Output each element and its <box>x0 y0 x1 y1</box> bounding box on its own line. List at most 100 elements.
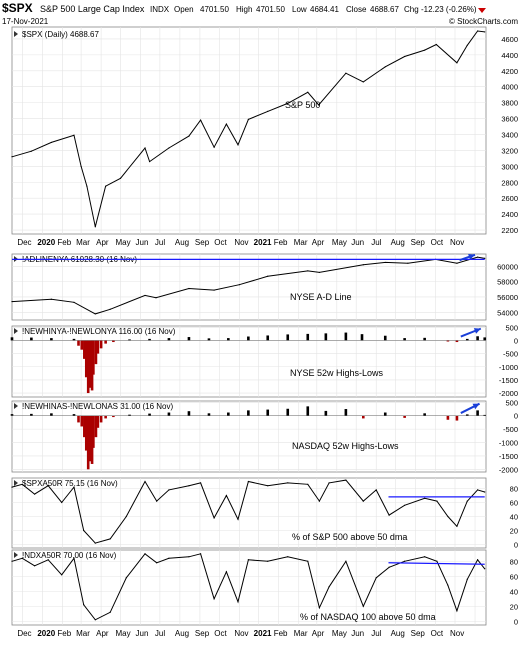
x-tick-label: 2021 <box>254 629 272 638</box>
y-tick-label: 0 <box>514 412 518 421</box>
x-tick-label: Mar <box>294 629 308 638</box>
legend-marker-icon <box>14 403 18 409</box>
x-tick-label: Oct <box>431 238 444 247</box>
data-point <box>213 146 215 148</box>
legend-marker-icon <box>14 31 18 37</box>
header-close: 4688.67 <box>370 5 399 14</box>
data-point <box>144 147 146 149</box>
x-tick-label: Oct <box>214 238 227 247</box>
data-point <box>318 500 320 502</box>
data-point <box>188 287 190 290</box>
data-bar <box>86 415 90 470</box>
y-tick-label: -1000 <box>499 439 518 448</box>
data-point <box>466 578 468 580</box>
y-tick-label: 2800 <box>501 178 518 187</box>
chart-panel-4: -2000 -1500 -1000 -500 0 500 !NEWHINAS-!NEWLON… <box>10 398 518 474</box>
data-point <box>318 104 320 106</box>
data-point <box>484 257 486 259</box>
data-bar <box>187 411 191 416</box>
data-bar <box>324 333 328 341</box>
data-point <box>144 294 146 297</box>
data-point <box>109 308 111 310</box>
data-point <box>34 565 36 567</box>
data-point <box>73 557 75 559</box>
data-bar <box>446 415 450 420</box>
panel-annotation: S&P 500 <box>285 100 320 110</box>
data-bar <box>423 337 426 341</box>
data-point <box>404 55 406 58</box>
data-point <box>213 517 215 519</box>
data-point <box>447 515 449 518</box>
y-tick-label: 20 <box>510 527 518 536</box>
panel-frame <box>11 253 487 321</box>
x-tick-label: Sep <box>411 238 426 247</box>
data-point <box>125 515 127 518</box>
x-tick-label: Feb <box>57 238 71 247</box>
data-point <box>307 91 309 93</box>
data-bar <box>83 415 86 438</box>
data-point <box>225 123 227 125</box>
data-bar <box>30 413 33 416</box>
data-point <box>199 553 202 555</box>
data-point <box>50 298 52 300</box>
x-tick-label: 2021 <box>254 238 272 247</box>
data-point <box>80 165 82 167</box>
data-point <box>318 607 320 609</box>
x-tick-label: Apr <box>312 238 325 247</box>
y-tick-label: 20 <box>510 602 518 611</box>
data-point <box>267 275 269 277</box>
data-point <box>125 577 127 579</box>
y-tick-label: 40 <box>510 513 518 522</box>
data-bar <box>99 340 103 349</box>
data-point <box>436 560 438 562</box>
x-tick-label: Mar <box>76 238 90 247</box>
data-bar <box>50 338 53 341</box>
series-line <box>11 479 485 544</box>
x-tick-label: Jun <box>136 238 149 247</box>
data-bar <box>80 415 84 427</box>
data-point <box>375 577 377 579</box>
data-point <box>484 491 486 493</box>
arrow-head-icon <box>473 328 481 334</box>
data-point <box>188 135 190 137</box>
data-point <box>199 119 202 121</box>
series-line <box>11 30 485 227</box>
data-bar <box>455 340 459 343</box>
data-point <box>267 560 269 562</box>
chart-panel-1: 2200 2400 2600 2800 3000 3200 3400 3600 3800 4000… <box>11 26 518 235</box>
data-point <box>456 262 458 264</box>
data-point <box>237 518 239 520</box>
data-point <box>11 486 13 488</box>
data-point <box>247 559 249 561</box>
series-line <box>11 553 486 621</box>
data-point <box>61 574 63 576</box>
series-legend: $SPXA50R 75.15 (16 Nov) <box>22 479 118 488</box>
x-tick-label: Apr <box>96 629 109 638</box>
data-bar <box>207 413 211 416</box>
data-bar <box>465 414 469 416</box>
data-point <box>144 553 146 555</box>
data-point <box>477 489 479 491</box>
x-tick-label: May <box>115 238 130 247</box>
data-bar <box>383 335 387 341</box>
y-tick-label: 2600 <box>501 194 518 203</box>
data-point <box>404 560 406 562</box>
panel-frame <box>11 26 487 235</box>
chart-panel-5: 0 20 40 60 80 $SPXA50R 75.15 (16 Nov) % of S&P… <box>11 477 518 550</box>
data-bar <box>86 340 90 394</box>
header-close-label: Close <box>346 5 367 14</box>
y-tick-label: -1500 <box>499 452 518 461</box>
data-point <box>345 479 347 481</box>
data-bar <box>476 410 479 416</box>
data-point <box>109 538 111 540</box>
data-point <box>484 568 486 570</box>
y-tick-label: 60000 <box>497 262 518 271</box>
data-bar <box>227 338 230 341</box>
data-bar <box>465 338 469 341</box>
y-tick-label: 0 <box>514 617 518 626</box>
data-point <box>94 226 96 228</box>
x-tick-label: Sep <box>195 238 210 247</box>
x-tick-label: Feb <box>57 629 71 638</box>
data-point <box>362 81 364 83</box>
